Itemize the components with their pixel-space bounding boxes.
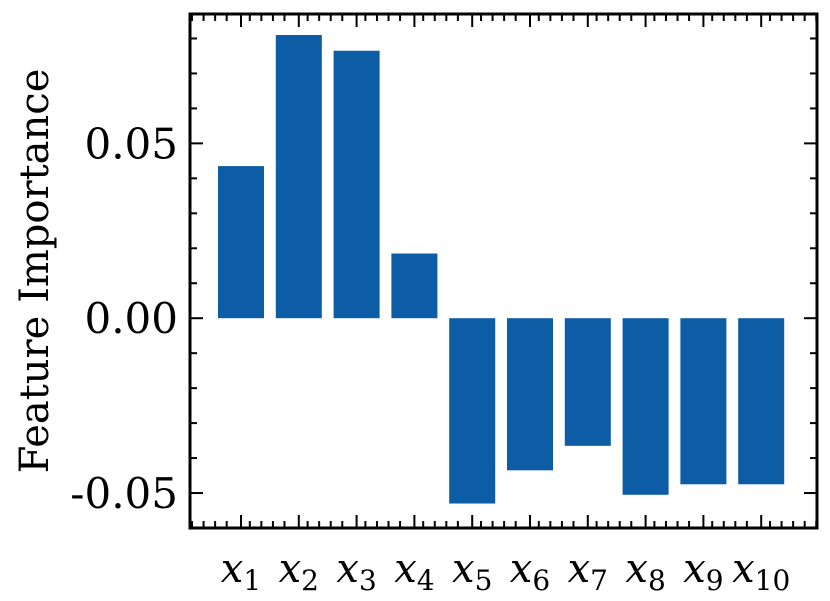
x-tick-label: x1 — [221, 546, 261, 597]
bar-4 — [391, 253, 438, 319]
y-tick-labels: -0.05 0.00 0.05 — [70, 119, 178, 518]
plot-frame — [188, 12, 819, 530]
bar-9 — [680, 318, 727, 485]
y-axis-title: Feature Importance — [12, 69, 58, 474]
x-tick-label: x7 — [568, 546, 608, 597]
y-tick-label: 0.05 — [84, 119, 178, 168]
x-tick-label: x10 — [732, 546, 790, 597]
x-tick-label: x9 — [683, 546, 723, 597]
x-tick-label: x8 — [625, 546, 665, 597]
bar-10 — [738, 318, 785, 485]
x-tick-label: x3 — [336, 546, 376, 597]
bar-3 — [333, 50, 380, 319]
bar-2 — [275, 34, 322, 319]
bar-1 — [218, 166, 264, 319]
bar-8 — [622, 318, 669, 495]
y-tick-label: -0.05 — [70, 469, 178, 518]
bars-group — [218, 34, 785, 504]
y-tick-label: 0.00 — [84, 294, 178, 343]
bar-7 — [564, 318, 611, 446]
x-tick-labels: x1 x2 x3 x4 x5 x6 x7 x8 x9 x10 — [221, 546, 790, 597]
x-tick-label: x6 — [510, 546, 550, 597]
x-tick-label: x2 — [279, 546, 319, 597]
x-tick-label: x5 — [452, 546, 492, 597]
bar-5 — [449, 318, 496, 504]
x-tick-label: x4 — [394, 546, 434, 597]
bar-6 — [507, 318, 553, 471]
